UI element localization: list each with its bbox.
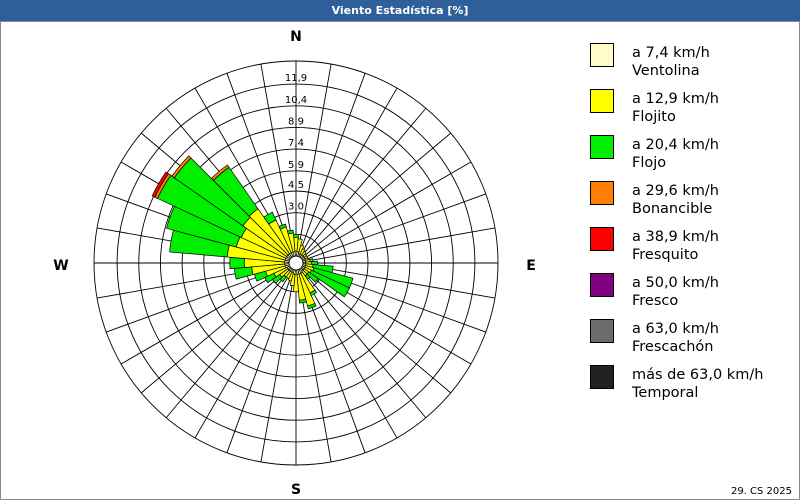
legend-speed: a 7,4 km/h	[632, 45, 710, 61]
compass-north-label: N	[290, 29, 302, 45]
legend-item-ventolina: a 7,4 km/h Ventolina	[590, 41, 795, 87]
legend-item-fresco: a 50,0 km/h Fresco	[590, 271, 795, 317]
legend-speed: a 38,9 km/h	[632, 229, 719, 245]
legend-swatch	[590, 89, 614, 113]
legend-speed: a 12,9 km/h	[632, 91, 719, 107]
legend-name: Flojito	[632, 109, 676, 125]
radial-grid-line	[226, 269, 295, 453]
radial-grid-line	[301, 161, 472, 260]
grid-ring	[203, 170, 389, 356]
radial-grid-line	[140, 267, 291, 394]
wind-sector-270-band-2	[229, 256, 245, 270]
radial-grid-line	[302, 227, 496, 263]
legend-name: Fresquito	[632, 247, 699, 263]
wind-sector-350-band-2	[287, 229, 294, 235]
wind-sector-300-band-4	[151, 171, 169, 198]
legend-item-flojito: a 12,9 km/h Flojito	[590, 87, 795, 133]
legend-name: Frescachón	[632, 339, 714, 355]
radial-grid-line	[120, 266, 291, 365]
radial-tick-label: 5,9	[288, 160, 304, 171]
legend-swatch	[590, 181, 614, 205]
legend: a 7,4 km/h Ventolina a 12,9 km/h Flojito…	[590, 41, 795, 409]
wind-sector-330-band-2	[263, 211, 277, 225]
legend-name: Ventolina	[632, 63, 700, 79]
wind-sector-170-band-2	[298, 298, 307, 304]
legend-item-fresquito: a 38,9 km/h Fresquito	[590, 225, 795, 271]
wind-sector-130-band-2	[306, 271, 319, 283]
grid-ring	[138, 105, 454, 421]
grid-ring	[223, 190, 369, 336]
radial-grid-line	[194, 268, 293, 439]
radial-tick-label: 11,9	[285, 73, 307, 84]
radial-grid-line	[302, 193, 486, 262]
radial-grid-line	[302, 263, 496, 299]
wind-sector-40-band-1	[301, 250, 307, 257]
legend-name: Bonancible	[632, 201, 713, 217]
wind-sector-160-band-2	[307, 302, 317, 310]
grid-ring	[116, 83, 476, 443]
legend-speed: a 29,6 km/h	[632, 183, 719, 199]
radial-tick-labels: 3,0 4,5 5,9 7,4 8,9 10,4 11,9	[285, 73, 307, 213]
legend-item-frescachon: a 63,0 km/h Frescachón	[590, 317, 795, 363]
radial-grid-line	[299, 87, 398, 258]
legend-swatch	[590, 135, 614, 159]
grid-ring	[159, 126, 433, 400]
legend-swatch	[590, 43, 614, 67]
wind-sectors	[151, 155, 354, 310]
wind-rose-chart: 3,0 4,5 5,9 7,4 8,9 10,4 11,9 N E S W	[53, 29, 536, 498]
radial-grid-line	[300, 268, 427, 419]
legend-item-temporal: más de 63,0 km/h Temporal	[590, 363, 795, 409]
legend-item-flojo: a 20,4 km/h Flojo	[590, 133, 795, 179]
wind-sector-30-band-1	[299, 248, 306, 256]
legend-speed: a 50,0 km/h	[632, 275, 719, 291]
compass-east-label: E	[526, 258, 536, 274]
wind-sector-260-band-2	[233, 266, 254, 280]
wind-sector-10-band-1	[296, 238, 303, 253]
radial-grid-line	[301, 267, 452, 394]
legend-speed: más de 63,0 km/h	[632, 367, 764, 383]
legend-swatch	[590, 273, 614, 297]
legend-name: Fresco	[632, 293, 679, 309]
wind-sector-190-band-1	[289, 273, 296, 287]
radial-grid-line	[296, 63, 332, 257]
radial-tick-label: 8,9	[288, 116, 304, 127]
compass-west-label: W	[53, 258, 68, 274]
wind-sector-320-band-3	[210, 164, 230, 181]
radial-grid-line	[260, 269, 296, 463]
radial-grid-line	[165, 268, 292, 419]
wind-sector-310-band-3	[171, 155, 192, 179]
wind-sector-200-band-1	[287, 271, 294, 282]
legend-speed: a 20,4 km/h	[632, 137, 719, 153]
radial-tick-label: 10,4	[285, 95, 307, 106]
window-title: Viento Estadística [%]	[0, 0, 800, 21]
grid-ring	[181, 148, 411, 378]
radial-grid-line	[260, 63, 296, 257]
radial-tick-label: 4,5	[288, 180, 304, 191]
legend-swatch	[590, 319, 614, 343]
radial-tick-label: 7,4	[288, 138, 304, 149]
footer-date: 29. CS 2025	[730, 486, 792, 497]
radial-grid-line	[299, 268, 398, 439]
legend-swatch	[590, 365, 614, 389]
compass-south-label: S	[291, 482, 301, 498]
legend-speed: a 63,0 km/h	[632, 321, 719, 337]
legend-name: Temporal	[632, 385, 699, 401]
wind-sector-20-band-1	[298, 244, 305, 255]
legend-name: Flojo	[632, 155, 667, 171]
radial-grid-line	[301, 132, 452, 259]
radial-tick-label: 3,0	[288, 202, 304, 213]
legend-item-bonancible: a 29,6 km/h Bonancible	[590, 179, 795, 225]
wind-sector-120-band-2	[309, 269, 350, 298]
radial-grid-line	[297, 73, 366, 257]
radial-grid-line	[300, 107, 427, 258]
grid-ring	[93, 60, 499, 466]
wind-sector-340-band-2	[278, 223, 287, 230]
wind-sector-0-band-2	[293, 233, 299, 238]
legend-swatch	[590, 227, 614, 251]
